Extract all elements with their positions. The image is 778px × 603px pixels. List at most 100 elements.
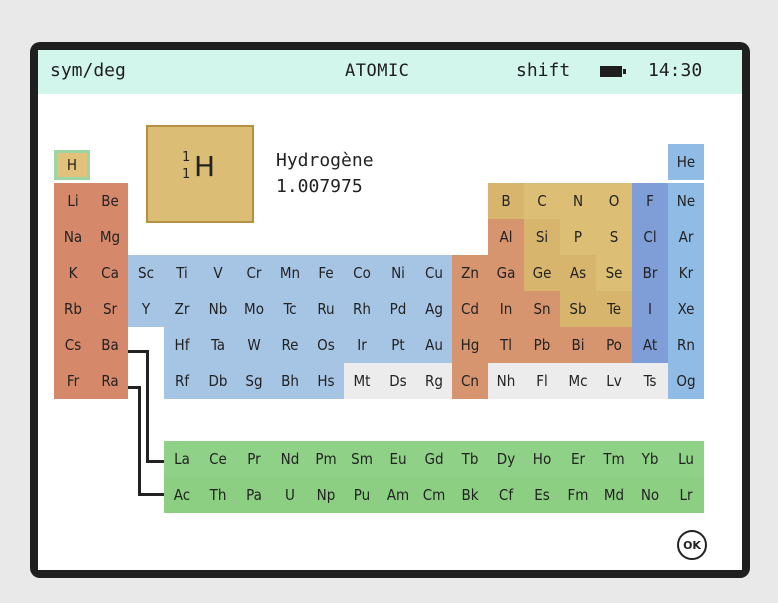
element-bh[interactable]: Bh — [272, 363, 308, 399]
element-pb[interactable]: Pb — [524, 327, 560, 363]
element-yb[interactable]: Yb — [632, 441, 668, 477]
element-ru[interactable]: Ru — [308, 291, 344, 327]
element-ag[interactable]: Ag — [416, 291, 452, 327]
element-co[interactable]: Co — [344, 255, 380, 291]
element-be[interactable]: Be — [92, 183, 128, 219]
ok-button[interactable]: OK — [677, 530, 707, 560]
element-si[interactable]: Si — [524, 219, 560, 255]
element-cr[interactable]: Cr — [236, 255, 272, 291]
element-ba[interactable]: Ba — [92, 327, 128, 363]
element-rh[interactable]: Rh — [344, 291, 380, 327]
element-tc[interactable]: Tc — [272, 291, 308, 327]
element-sg[interactable]: Sg — [236, 363, 272, 399]
element-cm[interactable]: Cm — [416, 477, 452, 513]
element-ne[interactable]: Ne — [668, 183, 704, 219]
element-pm[interactable]: Pm — [308, 441, 344, 477]
element-ac[interactable]: Ac — [164, 477, 200, 513]
element-mo[interactable]: Mo — [236, 291, 272, 327]
element-es[interactable]: Es — [524, 477, 560, 513]
element-ts[interactable]: Ts — [632, 363, 668, 399]
element-w[interactable]: W — [236, 327, 272, 363]
element-ti[interactable]: Ti — [164, 255, 200, 291]
element-bk[interactable]: Bk — [452, 477, 488, 513]
element-ni[interactable]: Ni — [380, 255, 416, 291]
element-zn[interactable]: Zn — [452, 255, 488, 291]
element-am[interactable]: Am — [380, 477, 416, 513]
element-sb[interactable]: Sb — [560, 291, 596, 327]
element-th[interactable]: Th — [200, 477, 236, 513]
element-te[interactable]: Te — [596, 291, 632, 327]
element-o[interactable]: O — [596, 183, 632, 219]
element-dy[interactable]: Dy — [488, 441, 524, 477]
element-mc[interactable]: Mc — [560, 363, 596, 399]
element-rg[interactable]: Rg — [416, 363, 452, 399]
element-f[interactable]: F — [632, 183, 668, 219]
element-md[interactable]: Md — [596, 477, 632, 513]
element-bi[interactable]: Bi — [560, 327, 596, 363]
element-ca[interactable]: Ca — [92, 255, 128, 291]
element-in[interactable]: In — [488, 291, 524, 327]
element-ta[interactable]: Ta — [200, 327, 236, 363]
element-ir[interactable]: Ir — [344, 327, 380, 363]
element-tb[interactable]: Tb — [452, 441, 488, 477]
element-v[interactable]: V — [200, 255, 236, 291]
element-br[interactable]: Br — [632, 255, 668, 291]
element-kr[interactable]: Kr — [668, 255, 704, 291]
element-y[interactable]: Y — [128, 291, 164, 327]
element-mg[interactable]: Mg — [92, 219, 128, 255]
element-h[interactable]: H — [54, 150, 90, 180]
element-re[interactable]: Re — [272, 327, 308, 363]
element-fm[interactable]: Fm — [560, 477, 596, 513]
element-sr[interactable]: Sr — [92, 291, 128, 327]
element-np[interactable]: Np — [308, 477, 344, 513]
element-i[interactable]: I — [632, 291, 668, 327]
element-rf[interactable]: Rf — [164, 363, 200, 399]
element-s[interactable]: S — [596, 219, 632, 255]
element-ra[interactable]: Ra — [92, 363, 128, 399]
element-fr[interactable]: Fr — [54, 363, 92, 399]
element-no[interactable]: No — [632, 477, 668, 513]
element-ho[interactable]: Ho — [524, 441, 560, 477]
element-eu[interactable]: Eu — [380, 441, 416, 477]
element-ar[interactable]: Ar — [668, 219, 704, 255]
element-sn[interactable]: Sn — [524, 291, 560, 327]
element-mn[interactable]: Mn — [272, 255, 308, 291]
element-cu[interactable]: Cu — [416, 255, 452, 291]
element-rb[interactable]: Rb — [54, 291, 92, 327]
element-ce[interactable]: Ce — [200, 441, 236, 477]
element-pr[interactable]: Pr — [236, 441, 272, 477]
element-hs[interactable]: Hs — [308, 363, 344, 399]
element-c[interactable]: C — [524, 183, 560, 219]
element-li[interactable]: Li — [54, 183, 92, 219]
element-hf[interactable]: Hf — [164, 327, 200, 363]
element-p[interactable]: P — [560, 219, 596, 255]
element-ds[interactable]: Ds — [380, 363, 416, 399]
element-db[interactable]: Db — [200, 363, 236, 399]
element-at[interactable]: At — [632, 327, 668, 363]
element-po[interactable]: Po — [596, 327, 632, 363]
element-nd[interactable]: Nd — [272, 441, 308, 477]
element-tm[interactable]: Tm — [596, 441, 632, 477]
element-u[interactable]: U — [272, 477, 308, 513]
element-se[interactable]: Se — [596, 255, 632, 291]
element-la[interactable]: La — [164, 441, 200, 477]
element-mt[interactable]: Mt — [344, 363, 380, 399]
element-nh[interactable]: Nh — [488, 363, 524, 399]
element-lr[interactable]: Lr — [668, 477, 704, 513]
element-hg[interactable]: Hg — [452, 327, 488, 363]
element-og[interactable]: Og — [668, 363, 704, 399]
element-cl[interactable]: Cl — [632, 219, 668, 255]
element-nb[interactable]: Nb — [200, 291, 236, 327]
element-na[interactable]: Na — [54, 219, 92, 255]
element-cf[interactable]: Cf — [488, 477, 524, 513]
element-ge[interactable]: Ge — [524, 255, 560, 291]
element-tl[interactable]: Tl — [488, 327, 524, 363]
element-pt[interactable]: Pt — [380, 327, 416, 363]
element-he[interactable]: He — [668, 144, 704, 180]
element-sc[interactable]: Sc — [128, 255, 164, 291]
element-er[interactable]: Er — [560, 441, 596, 477]
element-fe[interactable]: Fe — [308, 255, 344, 291]
element-pa[interactable]: Pa — [236, 477, 272, 513]
element-gd[interactable]: Gd — [416, 441, 452, 477]
element-pu[interactable]: Pu — [344, 477, 380, 513]
